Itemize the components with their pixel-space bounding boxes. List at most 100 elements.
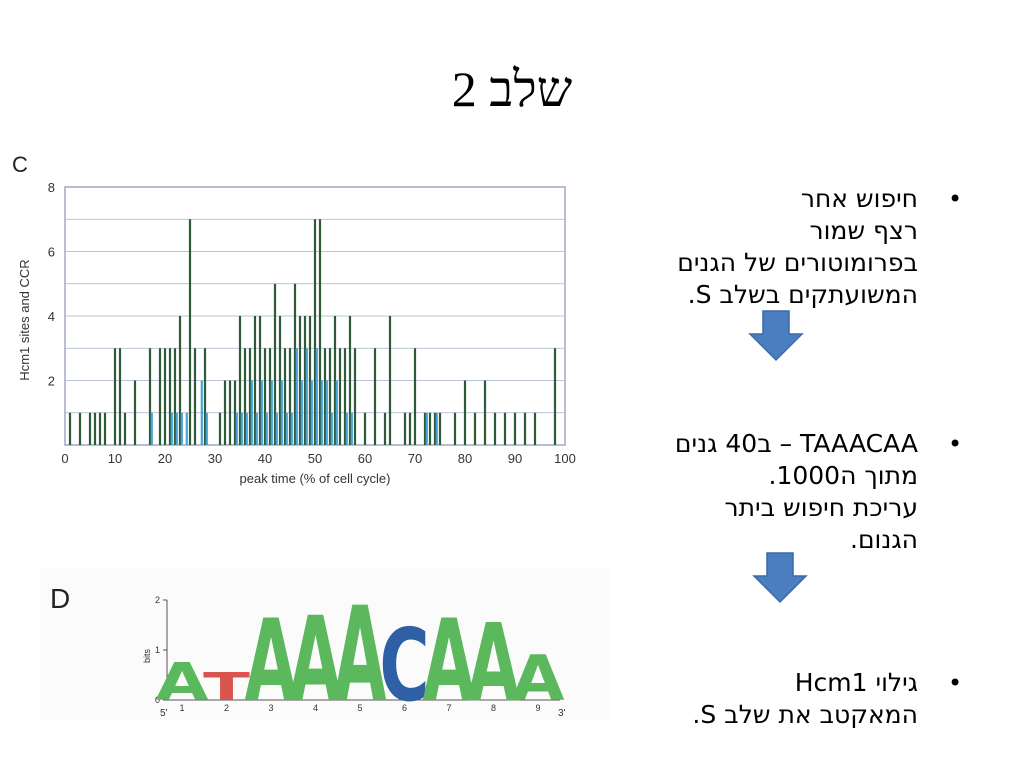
- bar: [313, 219, 317, 445]
- logo-position-label: 4: [313, 703, 318, 713]
- bar: [483, 380, 487, 445]
- panel-label-c: C: [12, 152, 28, 177]
- bar: [253, 316, 257, 445]
- bar: [280, 380, 283, 445]
- down-arrow-icon: [752, 552, 808, 604]
- x-axis-label: peak time (% of cell cycle): [240, 471, 391, 486]
- y-tick-label: 6: [48, 245, 55, 260]
- bullet-line: רצף שמור: [809, 216, 919, 245]
- bar: [350, 412, 353, 445]
- logo-position-label: 7: [446, 703, 451, 713]
- logo-position-labels: 1 2 3 4 5 6 7 8 9: [179, 703, 540, 713]
- bullet-line: המשועתקים בשלב S.: [687, 280, 918, 309]
- bar: [553, 348, 557, 445]
- x-tick-label: 50: [308, 451, 322, 466]
- bar: [268, 348, 272, 445]
- logo-position-label: 2: [224, 703, 229, 713]
- logo-letter: A: [333, 578, 386, 720]
- bar: [185, 412, 188, 445]
- bar: [293, 283, 297, 445]
- bar: [258, 316, 262, 445]
- bar: [265, 412, 268, 445]
- bullet-line: הגנום.: [850, 525, 918, 554]
- bar: [78, 412, 82, 445]
- bullet-marker: •: [948, 185, 963, 213]
- bar: [263, 348, 267, 445]
- bar: [180, 412, 183, 445]
- bar: [275, 412, 278, 445]
- bar: [523, 412, 527, 445]
- bar: [320, 380, 323, 445]
- bar: [243, 348, 247, 445]
- bar: [473, 412, 477, 445]
- logo-letter: A: [289, 591, 342, 720]
- bar: [98, 412, 102, 445]
- bar: [423, 412, 427, 445]
- bar: [435, 412, 438, 445]
- bullet-item-search: חיפוש אחר רצף שמור בפרומוטורים של הגנים …: [600, 183, 918, 311]
- x-tick-label: 0: [61, 451, 68, 466]
- logo-letter: T: [203, 666, 250, 710]
- bar: [248, 348, 252, 445]
- bar: [238, 316, 242, 445]
- peak-time-bar-chart: C 0 10 20 30 40 50 60 70 80 90 100 2 4 6 8 peak time …: [12, 152, 576, 486]
- x-tick-label: 70: [408, 451, 422, 466]
- bar: [170, 412, 173, 445]
- bar: [433, 412, 437, 445]
- bar: [413, 348, 417, 445]
- bar: [200, 380, 203, 445]
- bar: [298, 316, 302, 445]
- bar: [88, 412, 92, 445]
- bar: [203, 348, 207, 445]
- bar: [233, 380, 237, 445]
- bar: [428, 412, 432, 445]
- bar: [315, 348, 318, 445]
- logo-5-prime-label: 5': [160, 708, 168, 719]
- bar: [345, 412, 348, 445]
- bullet-line: בפרומוטורים של הגנים: [677, 248, 918, 277]
- bar: [330, 412, 333, 445]
- bullet-line: גילוי Hcm1: [794, 668, 918, 697]
- y-tick-label: 8: [48, 180, 55, 195]
- bar: [113, 348, 117, 445]
- bar: [328, 348, 332, 445]
- bar: [373, 348, 377, 445]
- bar: [228, 380, 232, 445]
- bar: [383, 412, 387, 445]
- bar: [240, 412, 243, 445]
- chart-panel-c: C 0 10 20 30 40 50 60 70 80 90 100 2 4 6 8 peak time …: [0, 150, 580, 490]
- bar: [333, 316, 337, 445]
- logo-y-axis-label: bits: [142, 649, 152, 664]
- bar: [343, 348, 347, 445]
- x-tick-label: 20: [158, 451, 172, 466]
- bar: [178, 316, 182, 445]
- bar: [285, 412, 288, 445]
- bullet-marker: •: [948, 669, 963, 697]
- bar: [348, 316, 352, 445]
- logo-position-label: 6: [402, 703, 407, 713]
- bullet-line: עריכת חיפוש ביתר: [724, 493, 918, 522]
- bar: [218, 412, 222, 445]
- logo-y-tick-label: 1: [155, 645, 160, 655]
- logo-position-label: 3: [268, 703, 273, 713]
- logo-letter: C: [379, 608, 429, 720]
- bar: [533, 412, 537, 445]
- logo-letter: A: [422, 596, 475, 720]
- bar: [493, 412, 497, 445]
- bar: [288, 348, 292, 445]
- bar: [438, 412, 442, 445]
- logo-letter: A: [155, 653, 208, 713]
- bar: [150, 412, 153, 445]
- bar: [260, 380, 263, 445]
- bar: [388, 316, 392, 445]
- y-tick-label: 2: [48, 374, 55, 389]
- bar: [403, 412, 407, 445]
- bullet-item-motif: TAAACAA – ב40 גנים מתוך ה1000. עריכת חיפ…: [600, 428, 918, 556]
- bullet-item-discovery: גילוי Hcm1 המאקטב את שלב S.: [600, 667, 918, 731]
- bar: [318, 219, 322, 445]
- logo-y-tick-label: 2: [155, 595, 160, 605]
- bar: [93, 412, 97, 445]
- bar: [158, 348, 162, 445]
